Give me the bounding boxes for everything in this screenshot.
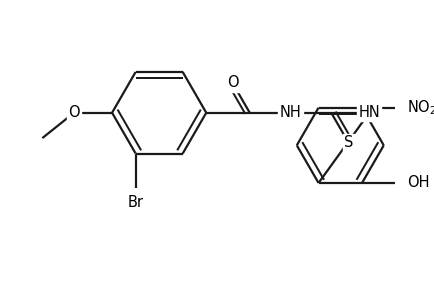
Text: S: S [343,135,352,150]
Text: HN: HN [358,105,379,120]
Text: NO$_2$: NO$_2$ [406,98,434,117]
Text: OH: OH [406,176,429,190]
Text: O: O [68,105,80,120]
Text: O: O [226,75,238,90]
Text: Br: Br [127,195,143,210]
Text: NH: NH [279,105,301,120]
